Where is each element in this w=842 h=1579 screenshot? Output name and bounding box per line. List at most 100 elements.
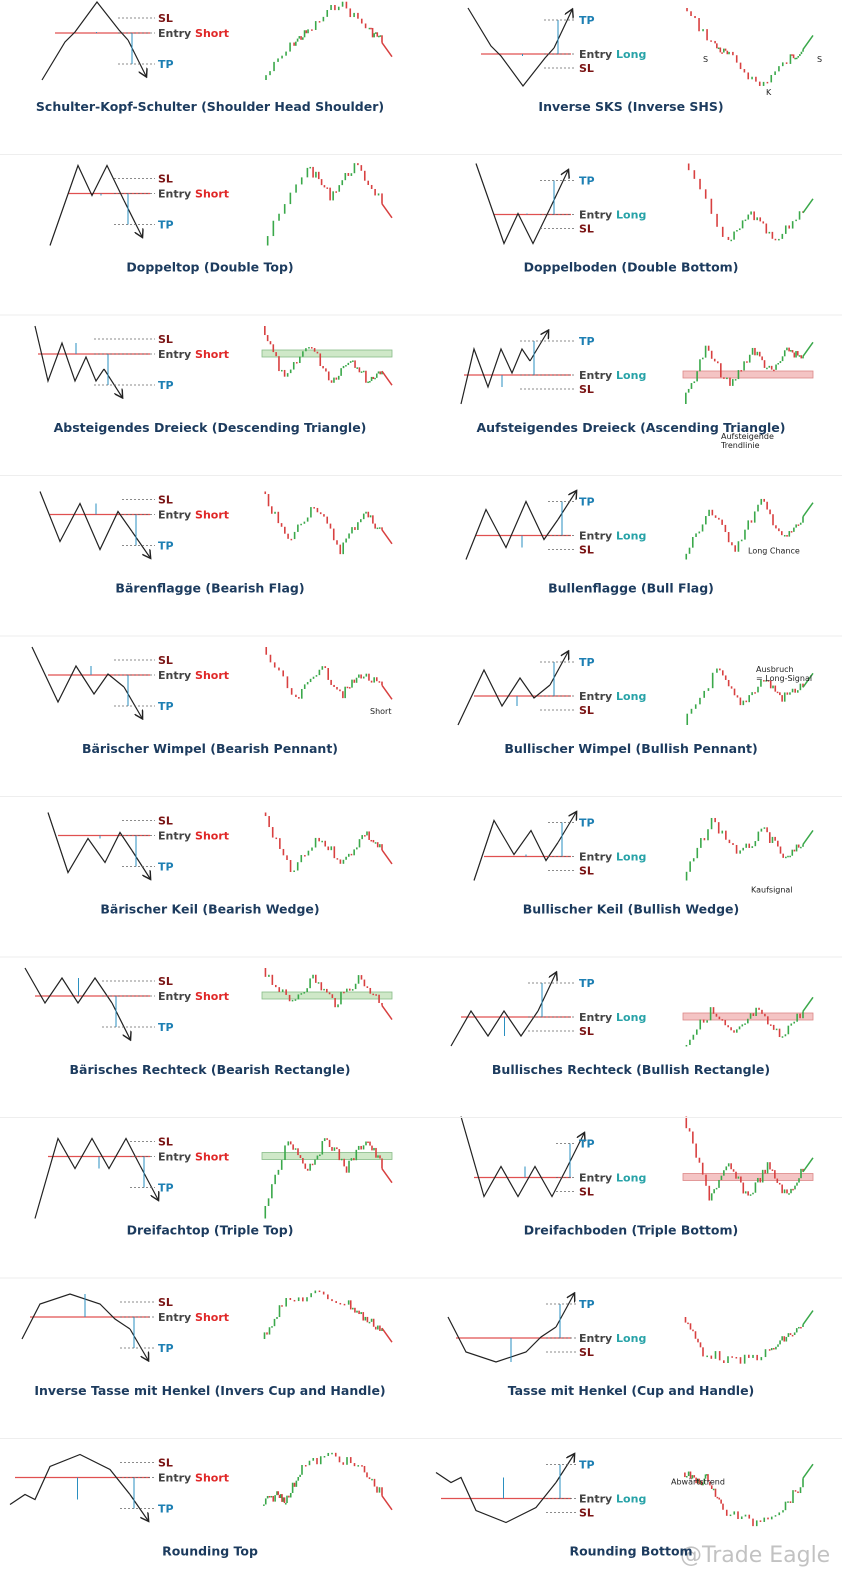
candle [296,38,299,42]
candle [763,1517,766,1522]
direction: Short [195,1151,229,1164]
candle [283,1497,286,1504]
candle [759,1177,762,1183]
candle [796,1013,798,1022]
final-move [802,341,814,357]
candle [303,992,306,994]
candle [322,1291,325,1295]
entry-word: Entry [579,690,612,703]
final-move [381,529,393,545]
candle [291,999,294,1002]
candle [717,47,720,50]
candle [315,171,317,178]
candle [799,54,801,57]
final-move [802,198,814,214]
candle [718,517,720,520]
candle [774,71,776,76]
candle [747,214,750,220]
candle [368,831,370,840]
candle [292,1144,294,1150]
candle [721,52,723,54]
candle [366,986,369,988]
candle [703,1478,706,1484]
candle [777,840,779,847]
candle [342,691,344,699]
candle [781,1336,783,1341]
direction: Short [195,188,229,201]
candle [277,1169,280,1175]
sl-label: SL [579,383,594,396]
candle [362,513,365,520]
candle [729,377,731,386]
candle [702,1019,705,1023]
candle [779,1340,781,1345]
candle [381,1002,383,1006]
candle [725,830,727,840]
candle [325,368,327,372]
sl-label: SL [158,1296,173,1309]
price-path [24,967,113,1005]
candle [274,1174,276,1185]
candle [295,41,297,46]
candle [707,1474,709,1482]
candle [346,988,348,992]
candle [331,1299,333,1302]
candle [702,29,704,32]
direction: Short [195,348,229,361]
candle [689,861,691,872]
candle [306,1297,308,1302]
entry-label: Entry Long [579,851,646,864]
candle [774,836,776,841]
candle [708,1185,711,1201]
candle [360,18,363,24]
price-path [41,1,129,81]
candle [357,975,360,984]
pattern-panel: SL TP Entry Long Abwärtstrend Rounding Botto… [421,1438,842,1559]
candle [797,1491,799,1494]
candle [743,361,745,371]
candle [692,858,695,862]
candle [297,994,300,1000]
candle [788,1193,790,1195]
candle [789,855,791,858]
candle [767,1016,769,1025]
candle [719,47,722,53]
candle [737,370,740,380]
candle [736,695,739,698]
candle [687,163,690,171]
final-move [381,42,393,58]
candle [283,204,286,214]
candle [761,1169,764,1183]
price-path [475,163,551,246]
candle [709,1007,712,1021]
candle [704,345,707,358]
candle [357,163,359,166]
candle [345,365,347,367]
candle [781,356,784,362]
candle [772,685,774,689]
candle [699,178,701,190]
final-move [381,1168,393,1184]
candle [754,692,756,694]
candle [288,1495,290,1498]
candle [311,29,313,31]
candle [773,369,775,372]
candle [768,1349,771,1351]
breakout-arrow [111,1002,130,1039]
candle [735,55,738,63]
candle [317,982,320,984]
candle [786,692,789,695]
candle [306,517,309,522]
direction: Long [616,690,646,703]
candle [377,1325,379,1330]
candle [782,1510,784,1513]
candle [731,1356,733,1358]
candle [309,678,312,683]
candle [344,686,346,699]
candle [791,221,794,229]
candle [303,521,306,524]
candle [323,988,325,991]
candle [778,238,780,241]
candle [779,846,782,854]
candle [339,859,342,864]
